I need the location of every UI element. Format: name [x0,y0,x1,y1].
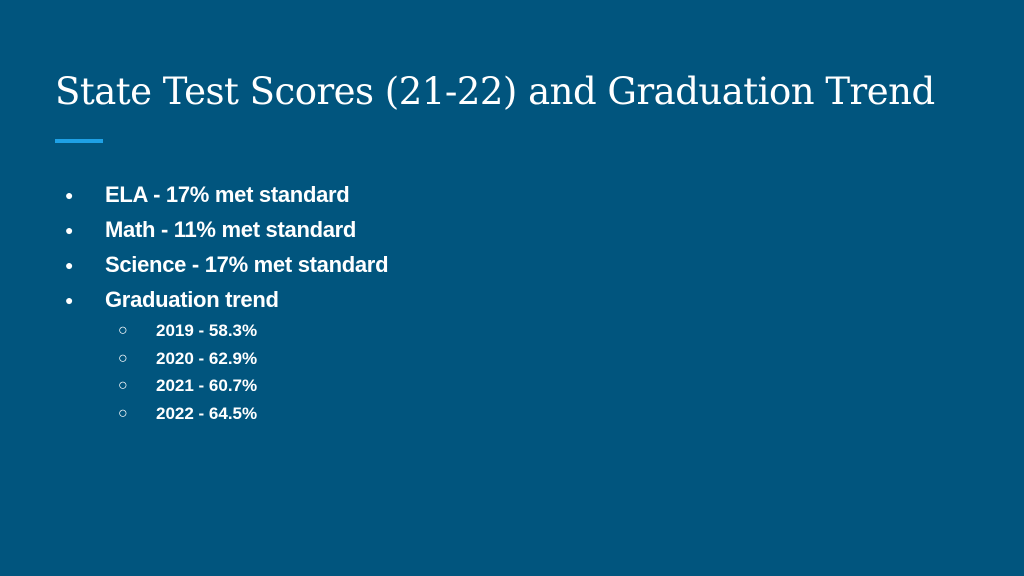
bullet-marker: ● [65,187,74,203]
subbullet-marker: ○ [118,404,128,422]
bullet-marker: ● [65,222,74,238]
bullet-text: Math - 11% met standard [105,217,357,242]
subbullet-text: 2020 - 62.9% [156,348,258,368]
subbullet-marker: ○ [118,349,128,367]
title-accent-line [55,139,103,143]
bullet-marker: ● [65,292,74,308]
bullet-text: Graduation trend [105,287,279,312]
bullet-text: ELA - 17% met standard [105,182,350,207]
subbullet-marker: ○ [118,377,128,394]
subbullet-marker: ○ [118,322,128,339]
subbullet-text: 2021 - 60.7% [156,376,258,395]
subbullet-text: 2022 - 64.5% [156,403,258,423]
subbullet-text: 2019 - 58.3% [156,321,258,340]
bullet-text: Science - 17% met standard [105,252,389,277]
bullet-marker: ● [65,257,74,273]
slide-title: State Test Scores (21-22) and Graduation… [55,70,935,113]
